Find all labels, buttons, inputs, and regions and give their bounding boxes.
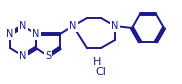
Text: Cl: Cl (96, 67, 106, 77)
Text: N: N (6, 29, 14, 39)
Text: N: N (69, 21, 77, 31)
Text: N: N (111, 21, 119, 31)
Text: N: N (32, 29, 40, 39)
Text: H: H (93, 57, 101, 67)
Text: S: S (45, 51, 51, 61)
Text: N: N (19, 21, 27, 31)
Text: N: N (19, 51, 27, 61)
